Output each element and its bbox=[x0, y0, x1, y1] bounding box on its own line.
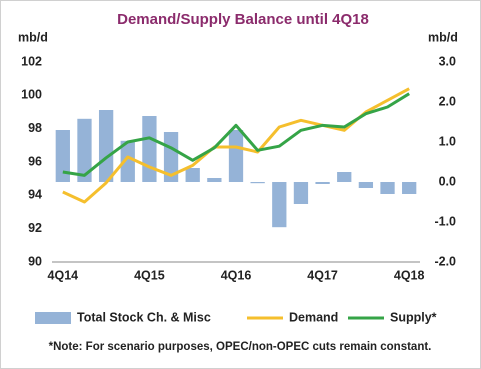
y2-tick-label: 1.0 bbox=[439, 134, 456, 148]
bar bbox=[120, 140, 135, 182]
chart-title: Demand/Supply Balance until 4Q18 bbox=[117, 11, 369, 28]
note: *Note: For scenario purposes, OPEC/non-O… bbox=[49, 341, 432, 353]
bar bbox=[250, 182, 265, 184]
x-tick-label: 4Q16 bbox=[221, 268, 252, 282]
y-tick-label: 96 bbox=[28, 154, 42, 168]
bar bbox=[228, 130, 244, 182]
y2-tick-label: 0.0 bbox=[439, 174, 456, 188]
y-axis-label: mb/d bbox=[18, 30, 48, 44]
bar bbox=[142, 116, 157, 182]
y-tick-label: 90 bbox=[28, 254, 42, 268]
legend-label: Demand bbox=[289, 310, 338, 324]
bar bbox=[315, 182, 330, 184]
y2-tick-label: 2.0 bbox=[439, 94, 456, 108]
bar bbox=[337, 172, 352, 182]
bar bbox=[293, 182, 309, 204]
x-tick-label: 4Q15 bbox=[134, 268, 165, 282]
bar bbox=[380, 182, 395, 194]
y2-tick-label: 3.0 bbox=[439, 54, 456, 68]
bar bbox=[98, 110, 114, 182]
y-tick-label: 92 bbox=[28, 221, 42, 235]
legend-label: Supply* bbox=[390, 310, 437, 324]
line bbox=[62, 92, 410, 177]
bar bbox=[207, 178, 222, 182]
y-tick-label: 98 bbox=[28, 121, 42, 135]
y2-axis-label: mb/d bbox=[428, 30, 458, 44]
bar bbox=[272, 182, 287, 228]
y2-tick-label: -1.0 bbox=[434, 214, 456, 228]
x-tick-label: 4Q14 bbox=[48, 268, 79, 282]
y-tick-label: 102 bbox=[21, 54, 42, 68]
bar bbox=[77, 118, 92, 182]
legend-label: Total Stock Ch. & Misc bbox=[77, 310, 211, 324]
x-tick-label: 4Q18 bbox=[394, 268, 425, 282]
legend-swatch bbox=[35, 312, 71, 324]
bar bbox=[55, 130, 70, 182]
bar bbox=[163, 132, 179, 182]
bar bbox=[358, 182, 374, 188]
y2-tick-label: -2.0 bbox=[434, 254, 456, 268]
bar bbox=[402, 182, 417, 194]
x-tick-label: 4Q17 bbox=[307, 268, 338, 282]
y-tick-label: 94 bbox=[28, 188, 42, 202]
bar bbox=[185, 168, 200, 182]
y-tick-label: 100 bbox=[21, 88, 42, 102]
